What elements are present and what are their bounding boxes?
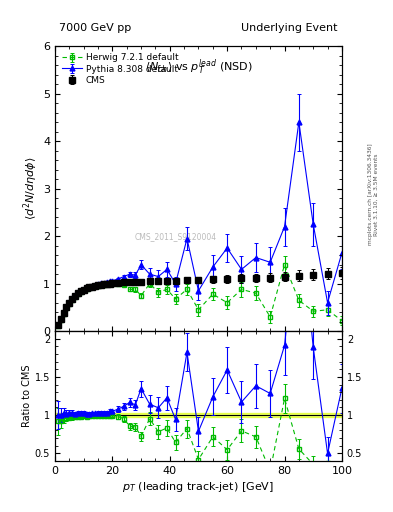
- X-axis label: $p_T$ (leading track-jet) [GeV]: $p_T$ (leading track-jet) [GeV]: [123, 480, 274, 494]
- Text: 7000 GeV pp: 7000 GeV pp: [59, 23, 131, 33]
- Y-axis label: Ratio to CMS: Ratio to CMS: [22, 365, 32, 427]
- Text: CMS_2011_S9120004: CMS_2011_S9120004: [134, 232, 217, 242]
- Text: mcplots.cern.ch [arXiv:1306.3436]: mcplots.cern.ch [arXiv:1306.3436]: [368, 144, 373, 245]
- Y-axis label: $\langle d^2 N/d\eta d\phi\rangle$: $\langle d^2 N/d\eta d\phi\rangle$: [22, 157, 40, 220]
- Text: Underlying Event: Underlying Event: [241, 23, 338, 33]
- Bar: [55, 413, 342, 417]
- Text: $\langle N_{ch}\rangle$ vs $p_T^{lead}$ (NSD): $\langle N_{ch}\rangle$ vs $p_T^{lead}$ …: [145, 57, 252, 77]
- Legend: Herwig 7.2.1 default, Pythia 8.308 default, CMS: Herwig 7.2.1 default, Pythia 8.308 defau…: [59, 51, 181, 88]
- Text: Rivet 3.1.10, ≥ 3.5M events: Rivet 3.1.10, ≥ 3.5M events: [374, 153, 379, 236]
